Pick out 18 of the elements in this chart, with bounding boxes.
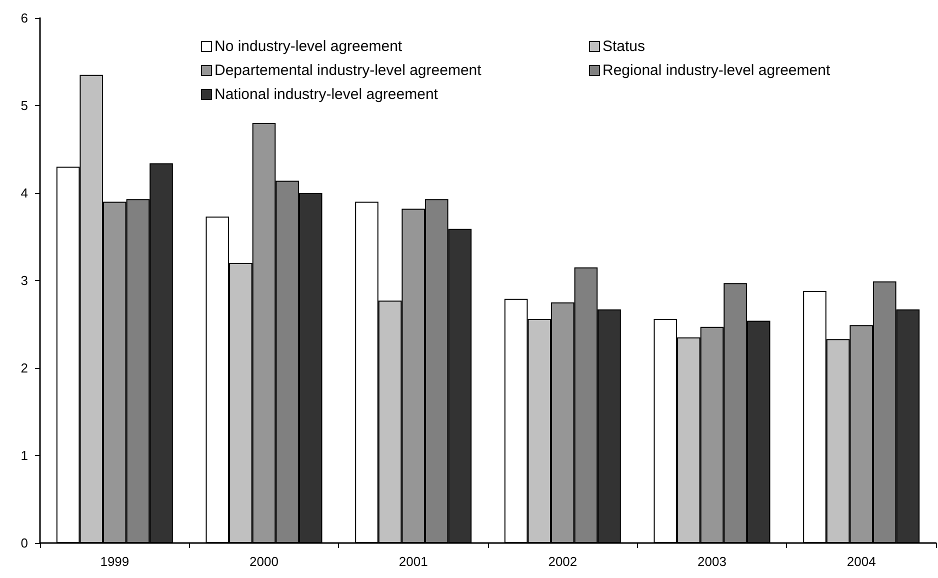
legend-label: Departemental industry-level agreement xyxy=(214,62,482,79)
x-tick-label: 2003 xyxy=(698,554,726,569)
x-tick-label: 2002 xyxy=(548,554,578,569)
y-tick-label: 0 xyxy=(20,536,28,550)
y-tick-label: 2 xyxy=(20,360,28,376)
x-tick-label: 2001 xyxy=(398,554,428,569)
legend-label: Status xyxy=(602,38,646,55)
y-tick-label: 4 xyxy=(20,186,28,200)
y-tick-label: 1 xyxy=(20,448,28,463)
x-tick-label: 1999 xyxy=(100,554,130,569)
y-tick-label: 6 xyxy=(20,10,28,26)
legend-label: Regional industry-level agreement xyxy=(602,62,831,79)
x-tick-label: 2004 xyxy=(846,554,876,569)
x-tick-label: 2000 xyxy=(250,554,278,569)
y-tick-label: 3 xyxy=(20,273,28,288)
y-tick-label: 5 xyxy=(20,98,28,113)
legend-label: No industry-level agreement xyxy=(214,38,403,55)
legend-label: National industry-level agreement xyxy=(214,86,439,103)
